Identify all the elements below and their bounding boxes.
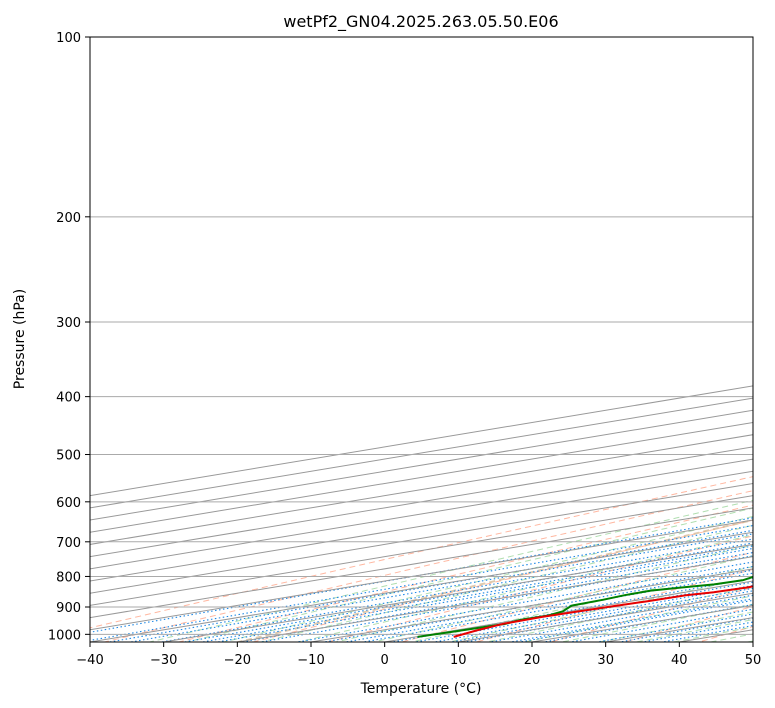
dry-adiabat-line (176, 504, 753, 642)
y-tick-label: 200 (56, 211, 81, 226)
isotherm-line (90, 531, 753, 642)
x-tick-label: 30 (597, 653, 614, 668)
y-axis-label: Pressure (hPa) (12, 289, 28, 389)
x-tick-label: 40 (671, 653, 688, 668)
isotherm-line (90, 507, 753, 619)
isotherm-line (90, 446, 753, 558)
mixing-ratio-line (90, 524, 753, 641)
dewpoint-line (417, 575, 753, 638)
temperature-line (453, 585, 753, 638)
mixing-ratio-line (389, 577, 753, 642)
dry-adiabat-line (102, 490, 753, 642)
isotherm-line (90, 519, 753, 631)
plot-background (90, 37, 753, 642)
mixing-ratio-line (412, 581, 753, 642)
background-lines (90, 37, 753, 642)
isotherm-line (90, 482, 753, 594)
isotherm-line (90, 470, 753, 582)
y-tick-label: 500 (56, 449, 81, 464)
y-tick-label: 400 (56, 391, 81, 406)
mixing-ratio-line (342, 569, 753, 642)
profiles (417, 575, 753, 638)
isotherm-line (90, 495, 753, 606)
x-tick-label: −30 (150, 653, 177, 668)
x-tick-label: −20 (224, 653, 251, 668)
y-tick-label: 800 (56, 570, 81, 585)
x-tick-label: −10 (297, 653, 324, 668)
isotherm-line (90, 434, 753, 545)
mixing-ratio-line (127, 533, 753, 642)
isotherms (90, 385, 753, 642)
y-axis: 100 200 300 400 500 600 700 800 900 1000 (48, 31, 90, 643)
x-tick-label: 50 (745, 653, 762, 668)
mixing-ratio-line (106, 529, 753, 642)
x-axis: −40 −30 −20 −10 0 10 20 30 40 50 (76, 642, 761, 668)
x-tick-label: −40 (76, 653, 103, 668)
mixing-ratio-lines (90, 517, 753, 642)
x-tick-label: 0 (381, 653, 389, 668)
mixing-ratio-line (594, 613, 753, 642)
dry-adiabat-line (90, 476, 753, 629)
isotherm-line (90, 458, 753, 570)
plot-frame (89, 36, 754, 643)
dry-adiabats (90, 476, 753, 642)
y-tick-label: 600 (56, 496, 81, 511)
x-tick-label: 20 (524, 653, 541, 668)
mixing-ratio-line (90, 517, 753, 633)
y-tick-label: 100 (56, 31, 81, 46)
y-tick-label: 1000 (48, 628, 81, 643)
mixing-ratio-line (360, 572, 753, 642)
chart-title: wetPf2_GN04.2025.263.05.50.E06 (283, 12, 558, 32)
y-tick-label: 900 (56, 601, 81, 616)
x-tick-label: 10 (450, 653, 467, 668)
y-tick-label: 300 (56, 316, 81, 331)
y-tick-label: 700 (56, 536, 81, 551)
mixing-ratio-line (321, 565, 753, 642)
isobars (90, 37, 753, 635)
x-axis-label: Temperature (°C) (360, 681, 482, 697)
